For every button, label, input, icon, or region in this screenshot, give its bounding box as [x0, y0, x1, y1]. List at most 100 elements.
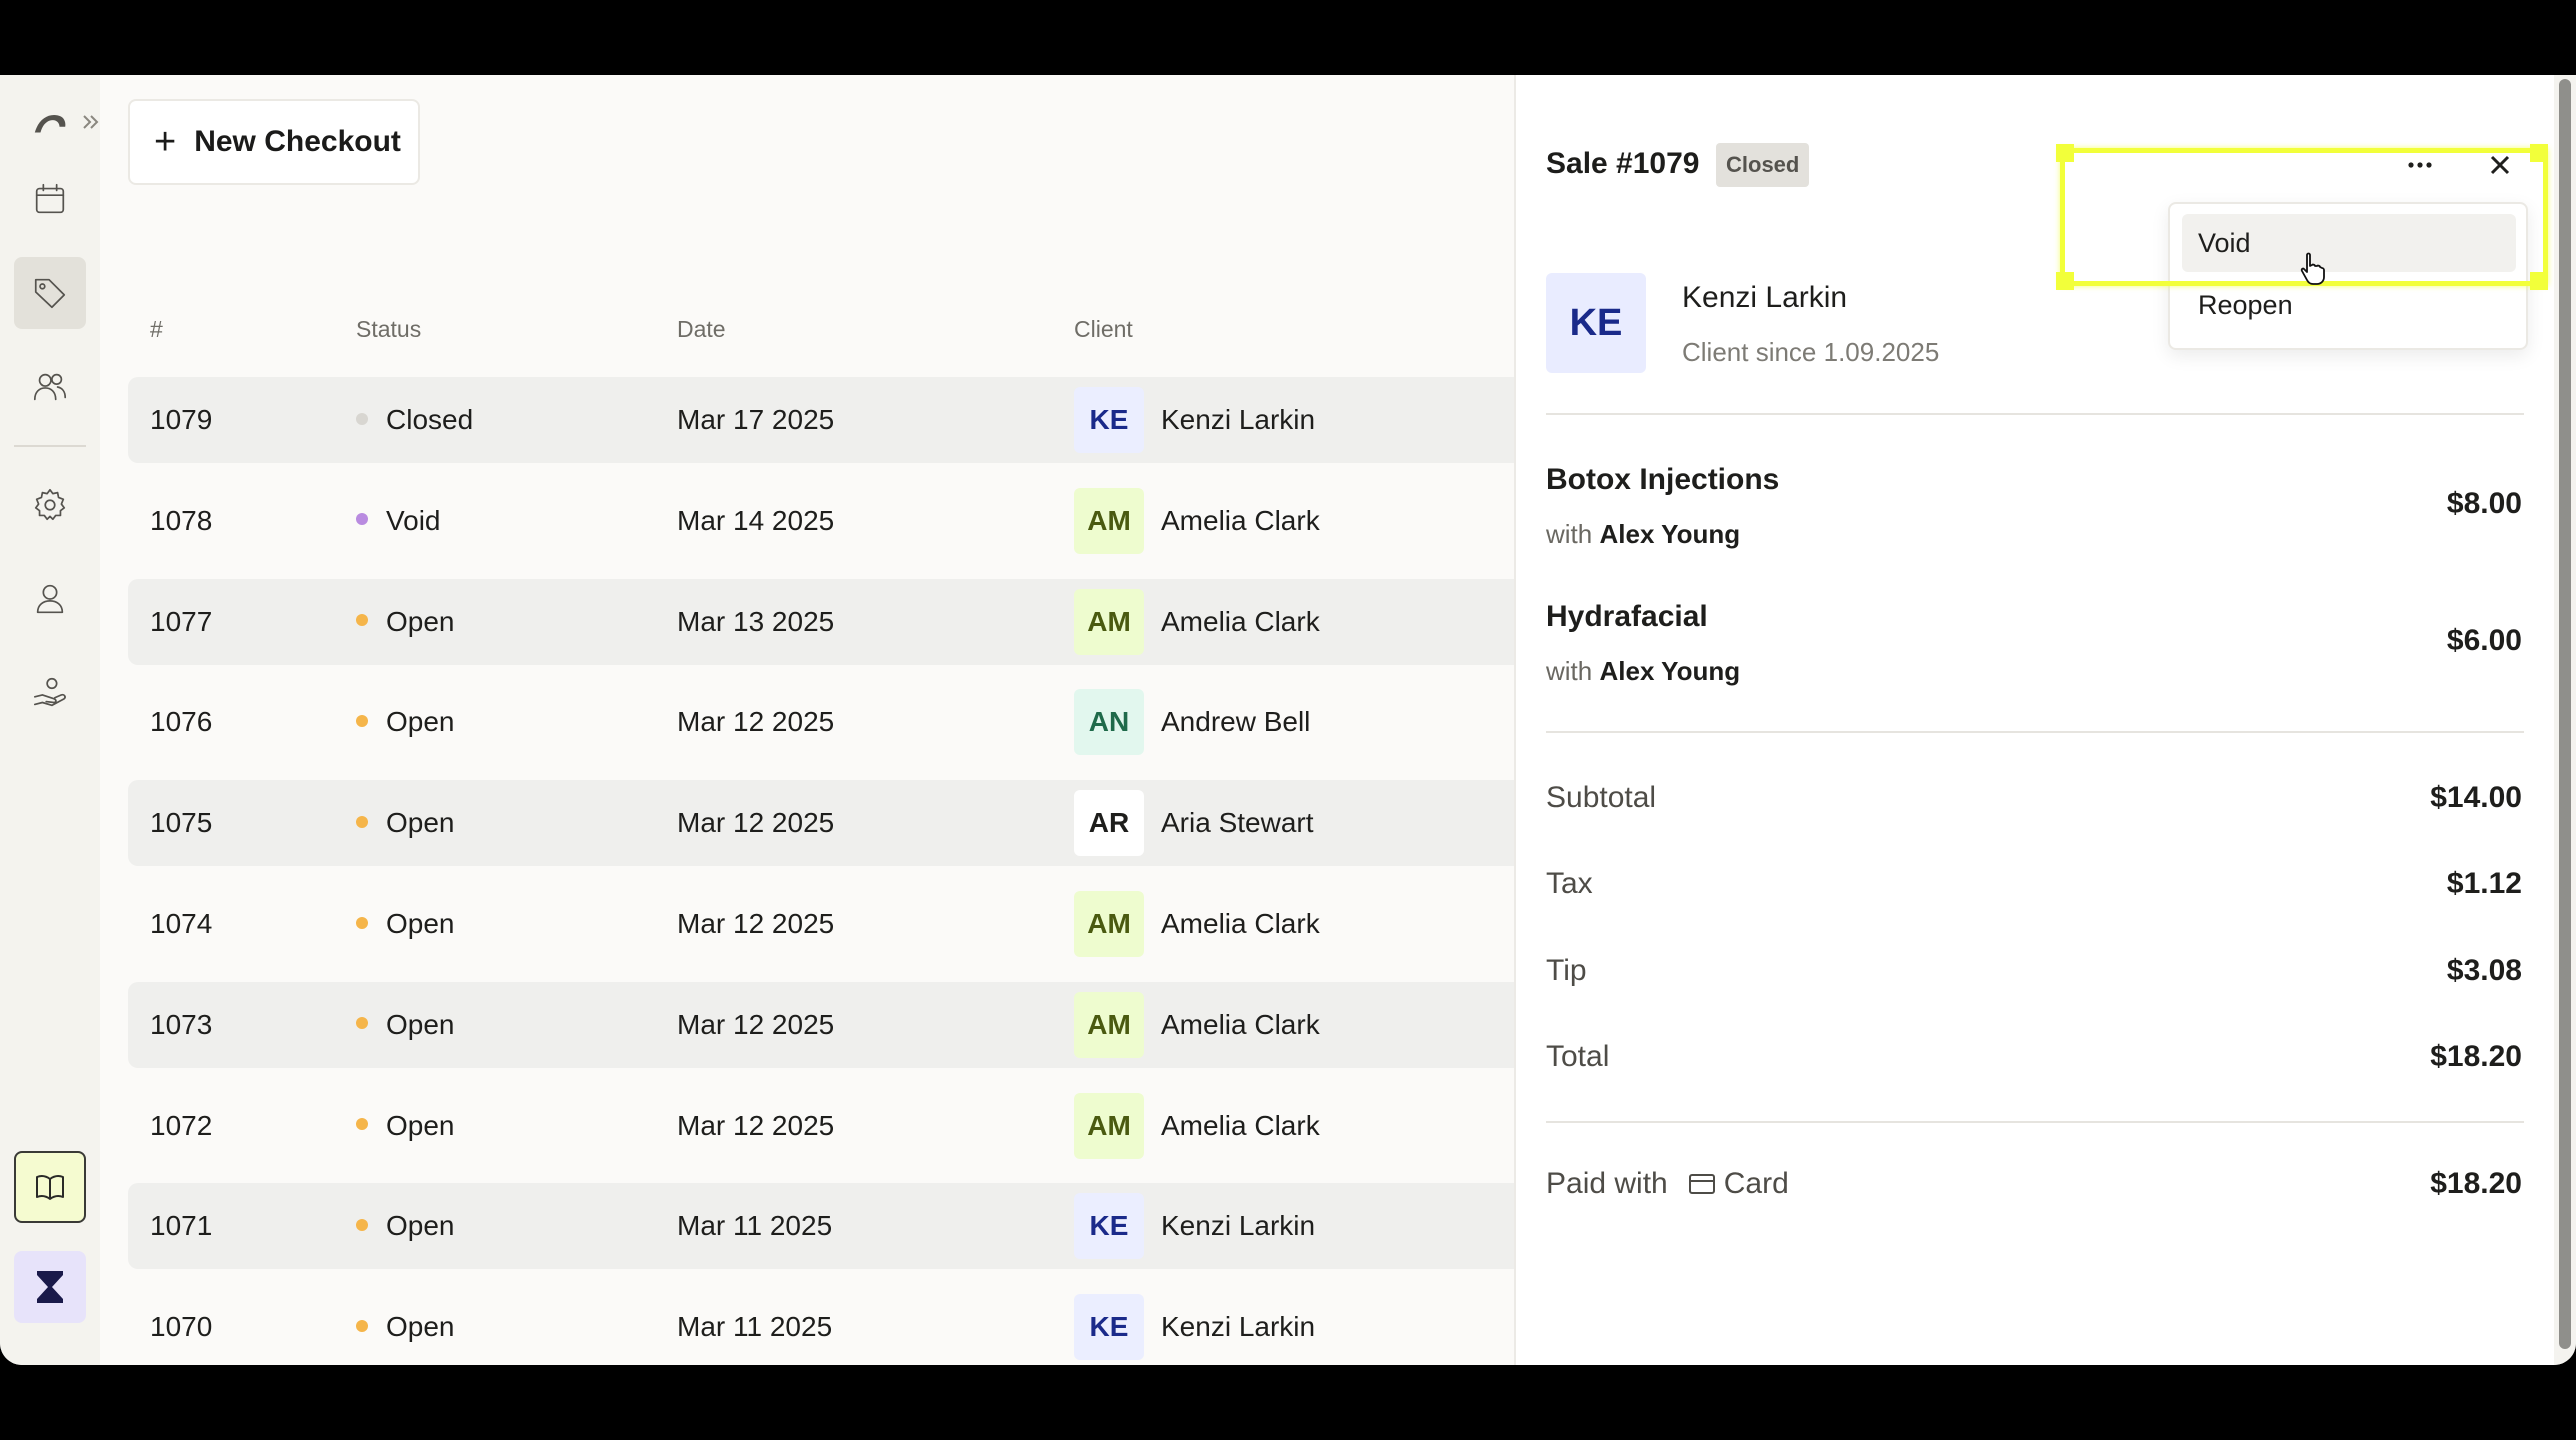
client-name: Amelia Clark: [1161, 1008, 1320, 1040]
sale-number: 1076: [150, 706, 213, 738]
table-row[interactable]: 1079 Closed Mar 17 2025 KE Kenzi Larkin: [128, 377, 1528, 463]
client-since: Client since 1.09.2025: [1682, 337, 1940, 367]
paid-with-label: Paid with: [1546, 1167, 1668, 1200]
calendar-icon[interactable]: [14, 163, 86, 235]
menu-item-void[interactable]: Void: [2182, 214, 2516, 272]
total-value: $18.20: [2430, 1040, 2522, 1073]
status-dot: [356, 715, 368, 727]
status-text: Open: [386, 1109, 455, 1141]
sale-number: 1073: [150, 1008, 213, 1040]
table-row[interactable]: 1073 Open Mar 12 2025 AM Amelia Clark: [128, 981, 1528, 1068]
status-cell: Open: [356, 1183, 455, 1269]
gear-icon[interactable]: [14, 469, 86, 541]
sale-title: Sale #1079: [1546, 147, 1700, 180]
status-badge: Closed: [1716, 143, 1810, 187]
divider: [1546, 1121, 2524, 1123]
avatar: KE: [1074, 1193, 1144, 1260]
subtotal-value: $14.00: [2430, 781, 2522, 814]
sale-number: 1079: [150, 404, 213, 435]
client-name: Aria Stewart: [1161, 807, 1314, 839]
actions-menu: Void Reopen: [2168, 202, 2528, 350]
table-row[interactable]: 1071 Open Mar 11 2025 KE Kenzi Larkin: [128, 1183, 1528, 1270]
logo-icon[interactable]: [14, 87, 86, 159]
status-dot: [356, 412, 368, 425]
avatar: AM: [1074, 991, 1144, 1058]
client-name: Amelia Clark: [1161, 1109, 1320, 1141]
sale-date: Mar 17 2025: [677, 404, 835, 435]
tag-icon[interactable]: [14, 257, 86, 329]
status-cell: Open: [356, 579, 455, 665]
service-price: $8.00: [2446, 487, 2522, 520]
sale-number: 1077: [150, 605, 213, 637]
highlight-handle: [2530, 144, 2548, 162]
sale-date: Mar 11 2025: [677, 1210, 833, 1242]
status-cell: Closed: [356, 377, 473, 463]
avatar: KE: [1074, 1294, 1144, 1361]
table-row[interactable]: 1078 Void Mar 14 2025 AM Amelia Clark: [128, 478, 1528, 564]
status-cell: Open: [356, 780, 455, 866]
book-icon[interactable]: [14, 1151, 86, 1223]
highlight-box: [2060, 148, 2548, 286]
table-row[interactable]: 1070 Open Mar 11 2025 KE Kenzi Larkin: [128, 1284, 1528, 1365]
table-row[interactable]: 1076 Open Mar 12 2025 AN Andrew Bell: [128, 679, 1528, 765]
more-icon[interactable]: [2400, 145, 2440, 185]
client-name[interactable]: Kenzi Larkin: [1682, 281, 1848, 314]
hourglass-icon[interactable]: [14, 1251, 86, 1323]
sale-number: 1071: [150, 1210, 213, 1242]
table-row[interactable]: 1072 Open Mar 12 2025 AM Amelia Clark: [128, 1083, 1528, 1169]
sidebar-divider: [14, 445, 86, 447]
column-header-client[interactable]: Client: [1074, 316, 1133, 342]
column-header-date[interactable]: Date: [677, 316, 726, 342]
column-header-number[interactable]: #: [150, 316, 163, 342]
menu-item-reopen[interactable]: Reopen: [2198, 290, 2293, 320]
sale-date: Mar 12 2025: [677, 908, 835, 939]
tax-label: Tax: [1546, 867, 1593, 900]
status-dot: [356, 513, 368, 526]
sale-number: 1074: [150, 908, 213, 939]
payment-method: Card: [1723, 1167, 1789, 1200]
scrollbar-thumb[interactable]: [2559, 79, 2571, 1349]
card-icon: [1688, 1174, 1715, 1194]
status-text: Closed: [386, 404, 474, 435]
paid-with: Paid with Card: [1546, 1167, 1789, 1201]
hand-heart-icon[interactable]: [14, 657, 86, 729]
person-icon[interactable]: [14, 563, 86, 635]
users-icon[interactable]: [14, 351, 86, 423]
column-header-status[interactable]: Status: [356, 316, 422, 342]
close-icon[interactable]: [2480, 145, 2520, 185]
client-name: Amelia Clark: [1161, 605, 1320, 637]
client-name: Andrew Bell: [1161, 706, 1311, 738]
plus-icon: +: [154, 121, 177, 163]
service-price: $6.00: [2446, 624, 2522, 657]
highlight-handle: [2530, 272, 2548, 290]
client-name: Kenzi Larkin: [1161, 1210, 1316, 1242]
status-cell: Void: [356, 478, 441, 564]
scrollbar[interactable]: [2554, 75, 2576, 1365]
service-name: Hydrafacial: [1546, 600, 1708, 633]
status-text: Open: [386, 706, 455, 738]
status-cell: Open: [356, 982, 455, 1068]
sale-number: 1072: [150, 1109, 213, 1141]
table-row[interactable]: 1077 Open Mar 13 2025 AM Amelia Clark: [128, 578, 1528, 665]
status-dot: [356, 1017, 368, 1030]
avatar: KE: [1074, 387, 1144, 453]
status-text: Open: [386, 1210, 455, 1242]
table-row[interactable]: 1074 Open Mar 12 2025 AM Amelia Clark: [128, 881, 1528, 967]
avatar: AM: [1074, 588, 1144, 655]
avatar: AM: [1074, 891, 1144, 957]
status-cell: Open: [356, 881, 455, 967]
status-text: Open: [386, 1311, 455, 1343]
status-text: Void: [386, 504, 441, 536]
status-cell: Open: [356, 679, 455, 765]
status-dot: [356, 1118, 368, 1131]
new-checkout-button[interactable]: + New Checkout: [128, 99, 420, 185]
subtotal-label: Subtotal: [1546, 781, 1657, 814]
divider: [1546, 731, 2524, 733]
sale-date: Mar 12 2025: [677, 1008, 835, 1040]
status-dot: [356, 815, 368, 828]
sale-number: 1075: [150, 807, 213, 839]
expand-sidebar-icon[interactable]: [80, 111, 102, 133]
service-name: Botox Injections: [1546, 463, 1780, 496]
table-row[interactable]: 1075 Open Mar 12 2025 AR Aria Stewart: [128, 780, 1528, 867]
avatar: AN: [1074, 689, 1144, 756]
